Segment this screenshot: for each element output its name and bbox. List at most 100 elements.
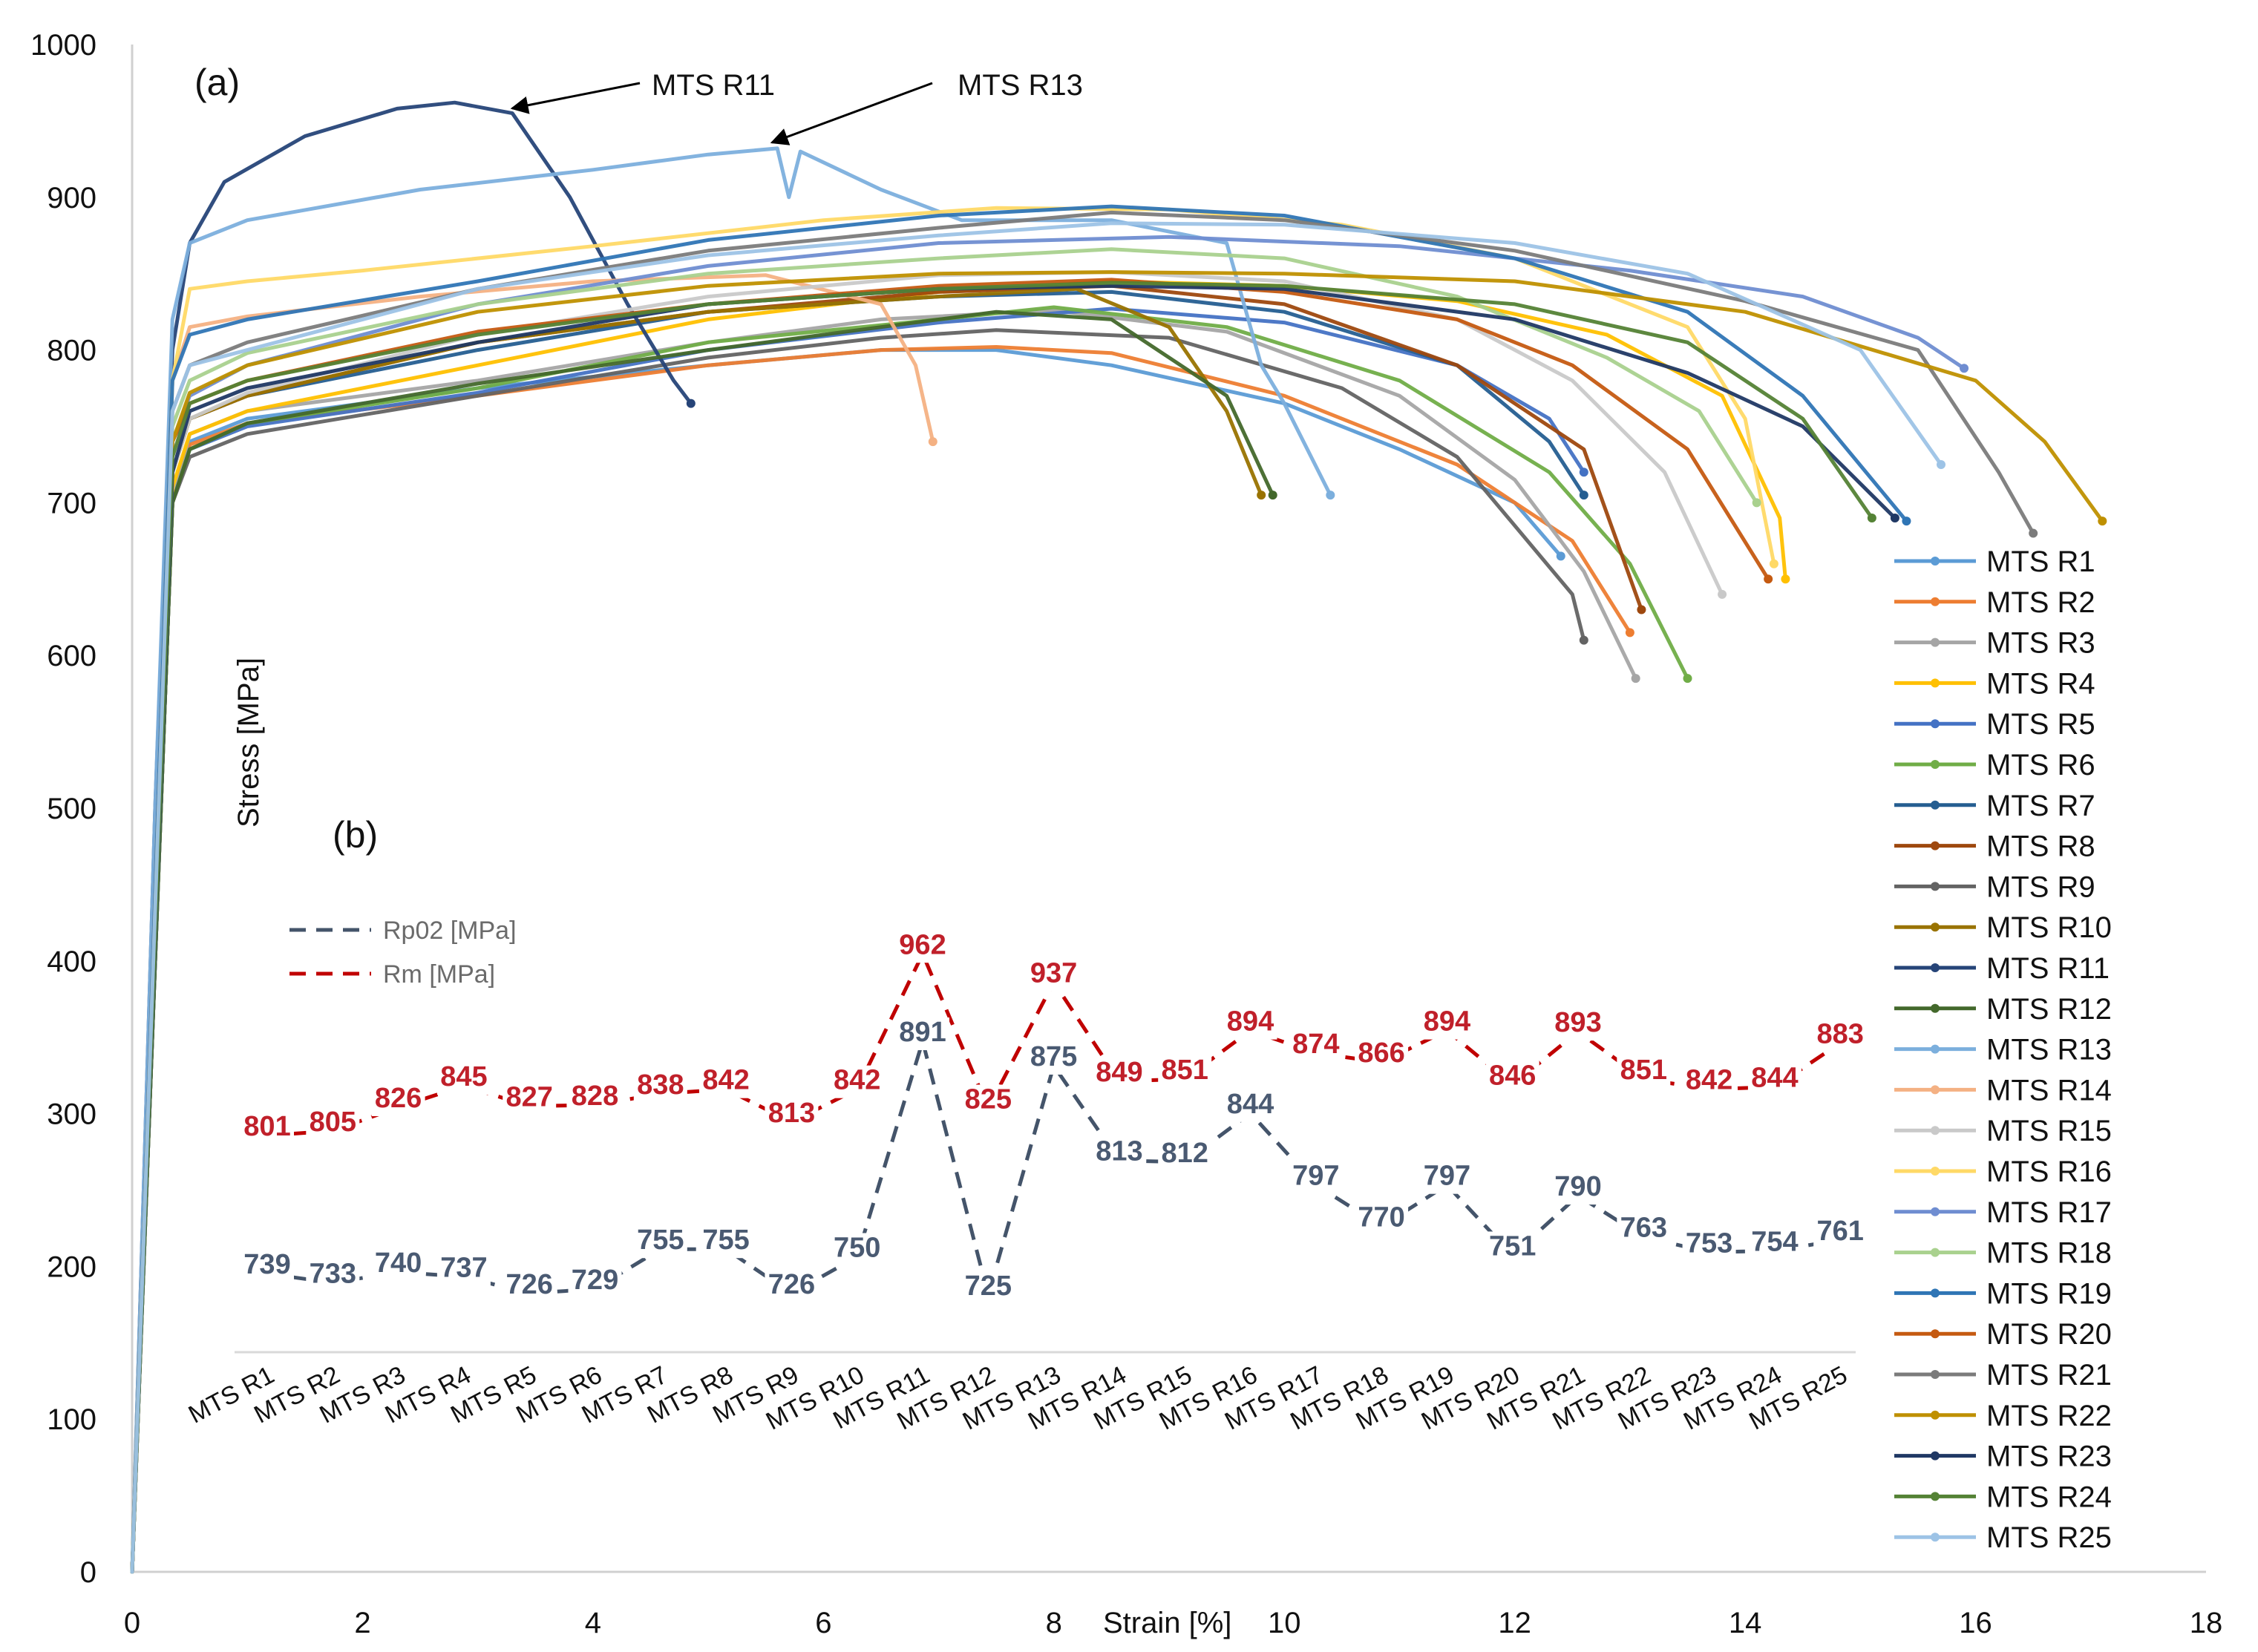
data-label-bg — [568, 1265, 622, 1298]
legend-rm-label: Rm [MPa] — [383, 960, 495, 989]
rm-value-label: 893 — [1554, 1007, 1601, 1038]
rp02-value-label: 753 — [1686, 1227, 1732, 1259]
x-tick-label: 10 — [1268, 1607, 1301, 1639]
x-tick-label: 2 — [354, 1607, 370, 1639]
data-label-bg — [961, 1084, 1015, 1118]
legend-label: MTS R2 — [1986, 586, 2095, 619]
legend-label: MTS R23 — [1986, 1440, 2112, 1473]
curve-endpoint — [1936, 459, 1946, 469]
rp02-value-label: 739 — [243, 1249, 290, 1280]
curve-mts-r22 — [130, 270, 2104, 1574]
data-label-bg — [1158, 1138, 1212, 1171]
curve-endpoint — [1752, 498, 1761, 508]
data-label-bg — [1289, 1161, 1343, 1194]
legend-marker — [1931, 678, 1940, 688]
rp02-value-label: 751 — [1489, 1230, 1536, 1262]
rm-value-label: 801 — [243, 1111, 290, 1142]
rm-value-label: 883 — [1816, 1018, 1863, 1049]
curve-mts-r9 — [130, 328, 1586, 1574]
data-label-bg — [1289, 1029, 1343, 1063]
curve-endpoint — [1579, 491, 1588, 500]
legend-marker — [1931, 800, 1940, 810]
curve-endpoint — [1579, 468, 1588, 477]
data-label-bg — [1617, 1055, 1671, 1088]
panel-b-label: (b) — [333, 814, 378, 856]
legend-label: MTS R21 — [1986, 1359, 2112, 1392]
legend-label: MTS R20 — [1986, 1318, 2112, 1351]
rm-value-label: 842 — [1686, 1065, 1732, 1096]
curve-mts-r19 — [130, 204, 1908, 1574]
data-label-bg — [1158, 1055, 1212, 1088]
rp02-value-label: 750 — [834, 1233, 880, 1264]
rm-value-label: 851 — [1161, 1055, 1208, 1086]
x-tick-label: 12 — [1498, 1607, 1531, 1639]
callout-mts-r11: MTS R11 — [652, 69, 775, 102]
legend-label: MTS R17 — [1986, 1196, 2112, 1229]
data-label-bg — [436, 1253, 491, 1286]
rm-value-label: 962 — [899, 929, 946, 960]
data-label-bg — [306, 1259, 360, 1292]
rm-value-label: 813 — [768, 1098, 815, 1129]
rp02-value-label: 761 — [1816, 1216, 1863, 1247]
rp02-value-label: 891 — [899, 1017, 946, 1048]
curve-endpoint — [1764, 574, 1773, 584]
rm-value-label: 825 — [965, 1084, 1012, 1115]
legend-box — [1885, 542, 2130, 1564]
curve-endpoint — [1257, 491, 1266, 500]
data-label-bg — [1027, 958, 1081, 991]
x-axis-title: Strain [%] — [1103, 1607, 1231, 1639]
curve-mts-r13 — [130, 146, 1332, 1574]
data-label-bg — [633, 1225, 687, 1259]
y-tick-label: 800 — [47, 335, 96, 367]
data-label-bg — [568, 1081, 622, 1114]
data-label-bg — [830, 1065, 884, 1098]
curve-endpoint — [1718, 589, 1727, 599]
curve-endpoint — [1268, 491, 1277, 500]
rm-value-label: 838 — [637, 1069, 684, 1101]
data-label-bg — [306, 1107, 360, 1140]
data-label-bg — [1813, 1019, 1868, 1052]
legend-marker — [1931, 1533, 1940, 1542]
legend: MTS R1 MTS R2 MTS R3 MTS R4 MTS R5 MTS R6 MTS … — [1885, 542, 2130, 1564]
legend-label: MTS R4 — [1986, 667, 2095, 700]
data-label-bg — [1223, 1089, 1277, 1122]
y-tick-label: 0 — [80, 1556, 96, 1589]
panel-b-layer: (b) 739 733 740 737 726 729 755 755 726 750 891 725 8… — [184, 814, 1868, 1473]
curve-mts-r25 — [130, 221, 1943, 1574]
curve-endpoint — [928, 437, 937, 447]
legend-label: MTS R3 — [1986, 627, 2095, 660]
legend-label: MTS R9 — [1986, 871, 2095, 903]
data-label-bg — [1551, 1008, 1605, 1041]
rp02-value-label: 797 — [1424, 1161, 1470, 1192]
data-label-bg — [1747, 1227, 1802, 1260]
y-tick-label: 900 — [47, 182, 96, 214]
rm-value-label: 866 — [1358, 1038, 1404, 1069]
data-label-bg — [1092, 1136, 1146, 1170]
curve-endpoint — [1769, 559, 1778, 568]
data-label-bg — [1420, 1161, 1474, 1194]
x-tick-label: 18 — [2190, 1607, 2223, 1639]
curve-endpoint — [1326, 491, 1335, 500]
legend-marker — [1931, 557, 1940, 566]
curves-layer — [130, 100, 2107, 1574]
y-tick-label: 600 — [47, 640, 96, 672]
legend-marker — [1931, 1085, 1940, 1095]
rp02-value-label: 726 — [768, 1269, 815, 1300]
curve-endpoint — [1631, 674, 1640, 684]
y-axis-title: Stress [MPa] — [232, 658, 265, 827]
rm-value-label: 805 — [310, 1107, 356, 1138]
rm-value-label: 894 — [1227, 1006, 1274, 1038]
rp02-value-label: 797 — [1292, 1161, 1339, 1192]
curve-mts-r18 — [130, 247, 1759, 1574]
callout-arrow — [770, 82, 933, 145]
legend-label: MTS R5 — [1986, 708, 2095, 741]
legend-label: MTS R14 — [1986, 1074, 2112, 1107]
x-tick-label: 6 — [815, 1607, 831, 1639]
data-label-bg — [699, 1065, 753, 1098]
rp02-value-label: 754 — [1751, 1226, 1798, 1257]
rm-value-label: 874 — [1292, 1029, 1339, 1060]
data-label-bg — [896, 930, 949, 963]
legend-label: MTS R16 — [1986, 1156, 2112, 1188]
rp02-value-label: 740 — [375, 1248, 422, 1279]
rm-value-label: 845 — [440, 1061, 487, 1092]
